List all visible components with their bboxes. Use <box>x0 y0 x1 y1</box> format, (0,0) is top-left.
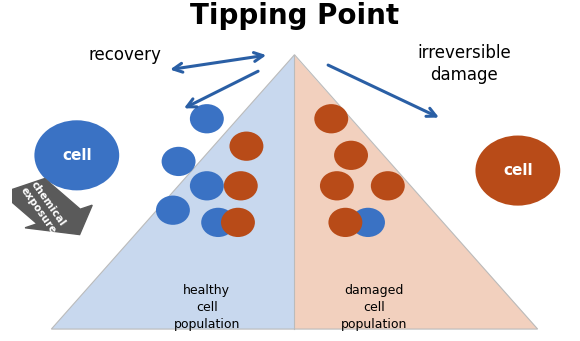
Ellipse shape <box>334 141 368 170</box>
Ellipse shape <box>162 147 195 176</box>
Polygon shape <box>295 55 538 329</box>
FancyArrowPatch shape <box>173 53 263 72</box>
Text: Tipping Point: Tipping Point <box>190 2 399 30</box>
Ellipse shape <box>351 208 385 237</box>
Ellipse shape <box>156 196 190 225</box>
Ellipse shape <box>190 104 224 133</box>
Ellipse shape <box>320 171 354 201</box>
Ellipse shape <box>224 171 258 201</box>
Ellipse shape <box>314 104 348 133</box>
Ellipse shape <box>476 135 560 206</box>
Ellipse shape <box>34 120 119 190</box>
FancyArrowPatch shape <box>187 71 258 107</box>
Ellipse shape <box>328 208 362 237</box>
Ellipse shape <box>190 171 224 201</box>
Ellipse shape <box>230 132 263 161</box>
Text: irreversible
damage: irreversible damage <box>417 44 511 84</box>
Ellipse shape <box>201 208 235 237</box>
Text: recovery: recovery <box>88 46 161 64</box>
Text: cell: cell <box>503 163 532 178</box>
Text: cell: cell <box>62 148 92 163</box>
FancyArrowPatch shape <box>328 65 436 116</box>
FancyArrow shape <box>2 179 92 235</box>
Text: damaged
cell
population: damaged cell population <box>340 284 407 331</box>
Ellipse shape <box>221 208 255 237</box>
Text: chemical
exposure: chemical exposure <box>18 178 68 236</box>
Ellipse shape <box>371 171 405 201</box>
Polygon shape <box>52 55 295 329</box>
Text: healthy
cell
population: healthy cell population <box>173 284 240 331</box>
